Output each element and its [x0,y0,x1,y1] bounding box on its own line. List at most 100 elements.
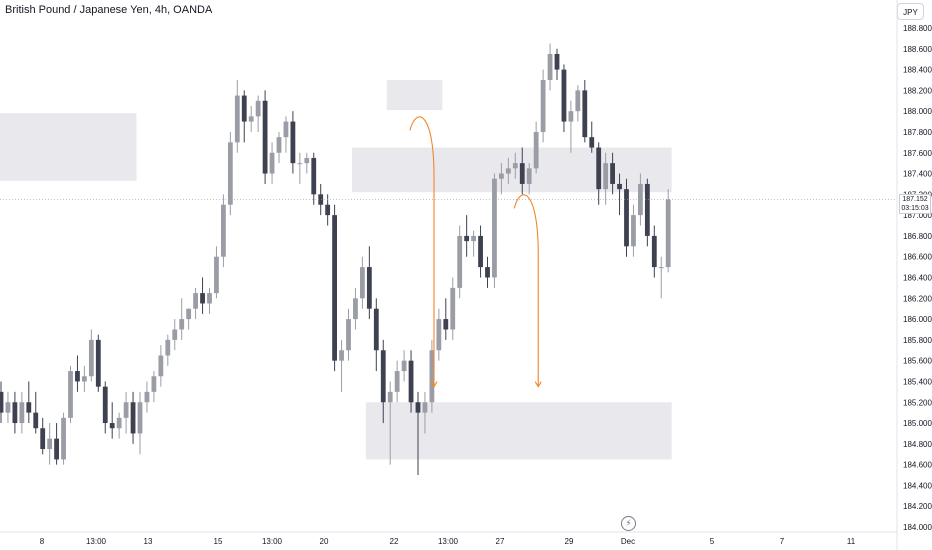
price-tick-label: 186.200 [903,294,932,303]
price-tick-label: 188.400 [903,66,932,75]
candle [123,391,129,434]
candle-body [526,168,532,184]
candle-body [471,235,476,242]
candle [471,230,476,257]
time-tick-label: 13:00 [262,537,283,546]
time-tick-label: 7 [780,537,785,546]
candle [186,308,192,330]
candle-body [116,417,122,429]
candle-body [582,90,588,138]
candle-body [123,402,129,418]
candle-body [644,183,650,236]
time-tick-label: 13 [144,537,153,546]
candle-body [554,53,560,70]
last-price-value: 187.152 [902,196,928,203]
candle-body [193,293,198,309]
candle [394,360,400,403]
candle [158,345,164,387]
candle-body [241,95,247,122]
price-axis[interactable]: 188.800 188.600 188.400 188.200 188.000 187.8… [903,24,932,532]
time-axis[interactable]: 8 13:00 13 15 13:00 20 22 13:00 27 29 Dec 5 7 11 [40,537,856,546]
time-tick-label: 11 [847,537,856,546]
price-tick-label: 186.400 [903,274,932,283]
price-tick-label: 188.200 [903,86,932,95]
candle [568,100,574,153]
candle-body [207,293,212,304]
candle-body [12,402,18,424]
candle-body [429,350,435,403]
candle [137,391,143,455]
candle [33,391,39,434]
arrow-head [430,381,438,388]
candle [436,308,442,361]
candle [241,90,247,143]
candle [624,178,629,257]
candle [492,173,497,288]
candle [464,215,470,257]
candle-body [186,308,192,320]
candle-body [82,376,87,382]
candle-body [248,116,254,122]
candle-body [547,53,553,80]
candle [665,189,671,273]
candle [19,391,25,434]
time-tick-label: 20 [320,537,329,546]
time-tick-label: 22 [390,537,399,546]
price-tick-label: 187.800 [903,128,932,137]
candle [499,163,504,195]
candle [610,152,615,195]
price-tick-label: 185.400 [903,377,932,386]
time-tick-label: 29 [565,537,574,546]
candle-body [408,360,414,403]
candle [40,417,46,455]
candle-body [346,319,351,351]
candle [547,43,553,91]
supply-demand-zone [386,79,443,111]
candle [193,287,198,320]
candle-body [540,79,546,132]
candle-body [485,267,490,278]
price-tick-label: 185.200 [903,398,932,407]
candle-body [311,157,317,195]
candle [207,287,212,314]
candle [255,95,261,132]
candle-body [95,339,101,387]
candle-body [151,376,157,392]
candle-body [255,100,261,117]
candle-body [478,235,483,268]
candle [658,256,664,299]
candle-body [631,215,636,247]
candle-body [533,131,539,169]
candle [380,339,386,424]
candle [88,329,94,382]
candle-body [47,438,53,450]
candle [339,339,344,392]
candle-body [61,417,66,460]
candle [387,381,393,465]
candle-body [0,391,4,413]
price-tick-label: 184.200 [903,502,932,511]
lightning-bolt-icon[interactable]: ⚡︎ [621,516,636,531]
candle-body [304,157,310,164]
candle [519,147,525,195]
candle-body [658,267,664,269]
price-tick-label: 184.600 [903,461,932,470]
candle [262,90,268,184]
price-tick-label: 188.800 [903,24,932,33]
candle [304,152,310,174]
candle [297,152,303,184]
candle-body [68,371,73,418]
candle-body [40,428,46,450]
candle-body [109,423,115,429]
candle [325,194,331,226]
time-tick-label: 27 [496,537,505,546]
candle [429,339,435,413]
candle [589,121,595,153]
time-tick-label: 5 [710,537,715,546]
candle [214,246,219,299]
candle-body [512,163,518,169]
candle-body [401,360,407,372]
bar-countdown: 03:15:03 [901,205,929,212]
projection-arrow [409,116,435,387]
